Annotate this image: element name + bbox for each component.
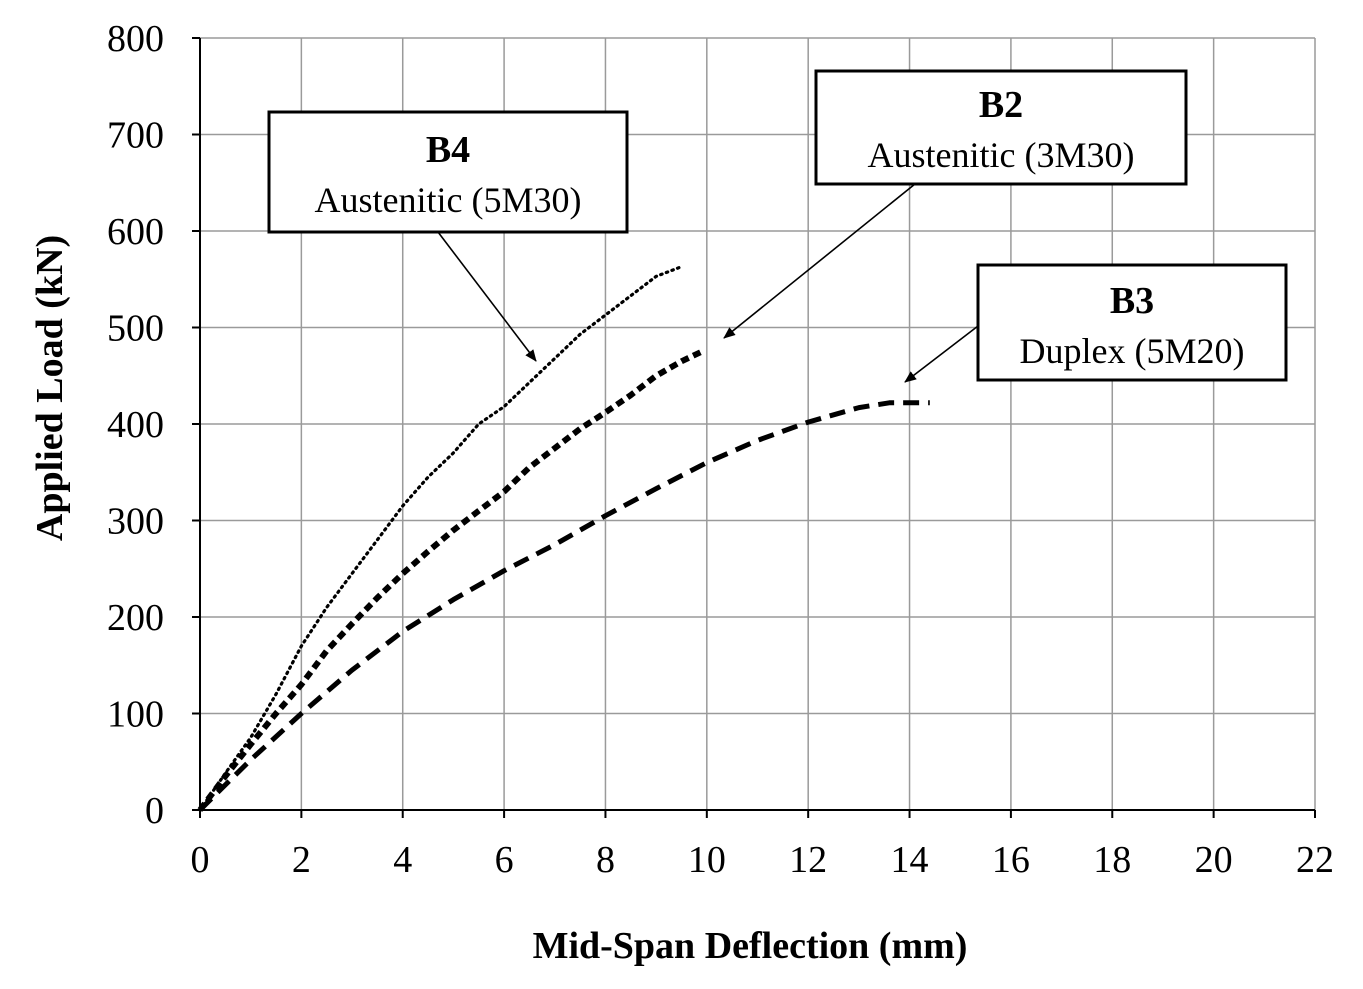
y-tick-label: 600 — [107, 211, 164, 253]
x-axis-title: Mid-Span Deflection (mm) — [533, 925, 968, 967]
annotation-b3-label: B3 — [1110, 280, 1154, 322]
y-tick-label: 400 — [107, 404, 164, 446]
series-line-b2 — [197, 348, 704, 812]
annotation-b2-box — [814, 69, 1188, 186]
annotation-b2: B2 Austenitic (3M30) — [723, 69, 1188, 339]
y-tick-label: 500 — [107, 308, 164, 350]
annotation-b4: B4 Austenitic (5M30) — [267, 110, 629, 362]
y-tick-label: 100 — [107, 694, 164, 736]
annotation-b4-arrow — [437, 231, 537, 362]
y-axis-title: Applied Load (kN) — [29, 235, 71, 541]
x-tick-labels: 0 2 4 6 8 10 12 14 16 18 20 22 — [191, 839, 1335, 881]
x-tick-label: 0 — [191, 839, 210, 881]
y-tick-label: 300 — [107, 501, 164, 543]
series-line-b4 — [198, 265, 684, 812]
series-line-b3 — [198, 400, 930, 812]
annotation-b2-label: B2 — [979, 84, 1023, 126]
annotation-b3: B3 Duplex (5M20) — [904, 263, 1288, 383]
series — [197, 265, 930, 812]
x-tick-label: 4 — [393, 839, 412, 881]
annotation-b2-text: Austenitic (3M30) — [868, 135, 1135, 175]
annotation-b3-box — [976, 263, 1288, 382]
x-tick-label: 8 — [596, 839, 615, 881]
annotation-b4-text: Austenitic (5M30) — [315, 180, 582, 220]
annotation-b3-text: Duplex (5M20) — [1020, 331, 1245, 371]
y-tick-labels: 0 100 200 300 400 500 600 700 800 — [107, 18, 164, 832]
x-tick-label: 2 — [292, 839, 311, 881]
x-tick-label: 10 — [688, 839, 726, 881]
x-tick-label: 6 — [495, 839, 514, 881]
y-tick-label: 0 — [145, 790, 164, 832]
x-tick-label: 12 — [789, 839, 827, 881]
grid — [200, 37, 1316, 810]
x-tick-label: 18 — [1093, 839, 1131, 881]
x-tick-label: 14 — [891, 839, 929, 881]
annotation-b4-box — [267, 110, 629, 234]
annotation-b3-arrow — [904, 325, 979, 383]
axes — [192, 37, 1316, 818]
x-tick-label: 22 — [1296, 839, 1334, 881]
y-tick-label: 800 — [107, 18, 164, 60]
y-tick-label: 700 — [107, 115, 164, 157]
annotation-b4-label: B4 — [426, 129, 470, 171]
x-tick-label: 16 — [992, 839, 1030, 881]
annotation-b2-arrow — [723, 183, 916, 339]
y-tick-label: 200 — [107, 597, 164, 639]
x-tick-label: 20 — [1195, 839, 1233, 881]
